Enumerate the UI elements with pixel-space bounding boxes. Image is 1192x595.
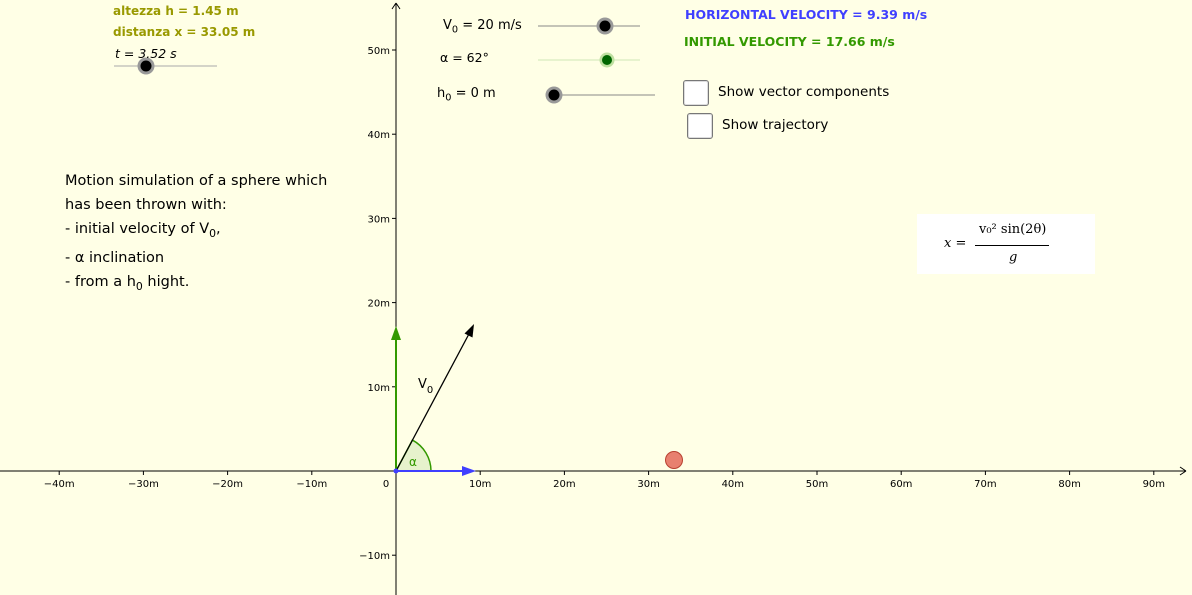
distance-readout: distanza x = 33.05 m <box>113 25 256 39</box>
description-line: - from a h0 hight. <box>65 273 190 293</box>
formula-denominator: g <box>1009 250 1018 265</box>
x-tick-label: 10m <box>469 479 491 490</box>
y-tick-label: 10m <box>368 383 390 394</box>
y-tick-label: −10m <box>359 551 390 562</box>
description-line: - α inclination <box>65 249 165 266</box>
horizontal-velocity-vector <box>396 466 476 476</box>
y-axis <box>391 2 401 595</box>
y-tick-label: 30m <box>368 214 390 225</box>
x-axis-ticks: −40m −30m −20m −10m 0 10m 20m 30m 40m 50m 60m 70m 80… <box>44 471 1165 490</box>
x-tick-label: −40m <box>44 479 75 490</box>
vertical-velocity-vector <box>391 326 401 471</box>
y-axis-ticks: −10m 10m 20m 30m 40m 50m <box>359 46 396 562</box>
y-tick-label: 40m <box>368 130 390 141</box>
x-tick-label: −20m <box>212 479 243 490</box>
x-tick-label: 30m <box>637 479 659 490</box>
y-tick-label: 20m <box>368 299 390 310</box>
formula-lhs: x = <box>944 236 967 251</box>
x-tick-label: −10m <box>296 479 327 490</box>
formula-fraction-bar <box>975 245 1049 246</box>
v0-slider[interactable] <box>538 17 640 35</box>
trajectory-label[interactable]: Show trajectory <box>722 117 829 133</box>
vector-components-label[interactable]: Show vector components <box>718 84 890 100</box>
description-text: Motion simulation of a sphere which has … <box>65 169 327 299</box>
x-axis <box>0 466 1187 476</box>
alpha-slider-label: α = 62° <box>440 50 489 65</box>
time-slider[interactable] <box>114 57 217 75</box>
x-tick-label: 70m <box>974 479 996 490</box>
x-tick-label: 50m <box>806 479 828 490</box>
x-tick-label: 80m <box>1058 479 1080 490</box>
alpha-slider[interactable] <box>538 52 640 68</box>
initial-velocity-vector[interactable] <box>395 324 474 472</box>
description-line: Motion simulation of a sphere which <box>65 173 328 189</box>
h0-slider[interactable] <box>545 86 656 104</box>
description-line: - initial velocity of V0, <box>65 221 221 240</box>
x-tick-label: 60m <box>890 479 912 490</box>
range-formula: x = v₀² sin(2θ) g <box>917 214 1095 274</box>
v0-slider-label: V0 = 20 m/s <box>443 18 522 36</box>
horizontal-velocity-readout: HORIZONTAL VELOCITY = 9.39 m/s <box>685 7 928 22</box>
v0-vector-label: V0 <box>418 377 433 396</box>
angle-label: α <box>409 455 417 469</box>
vector-components-checkbox[interactable] <box>683 80 709 106</box>
trajectory-checkbox[interactable] <box>687 113 713 139</box>
x-tick-label: 20m <box>553 479 575 490</box>
origin-point <box>393 468 399 474</box>
time-readout: t = 3.52 s <box>115 46 177 61</box>
x-tick-label: 90m <box>1143 479 1165 490</box>
h0-slider-label: h0 = 0 m <box>437 86 496 104</box>
x-tick-label: 40m <box>722 479 744 490</box>
height-readout: altezza h = 1.45 m <box>113 4 239 18</box>
y-tick-label: 50m <box>368 46 390 57</box>
initial-velocity-readout: INITIAL VELOCITY = 17.66 m/s <box>684 34 895 49</box>
sphere[interactable] <box>665 451 683 469</box>
x-tick-label: −30m <box>128 479 159 490</box>
formula-numerator: v₀² sin(2θ) <box>979 222 1047 237</box>
description-line: has been thrown with: <box>65 197 227 213</box>
x-tick-label: 0 <box>383 479 389 490</box>
